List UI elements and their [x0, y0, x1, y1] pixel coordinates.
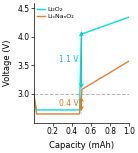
Legend: Li₂O₂, LiₓNaₙO₂: Li₂O₂, LiₓNaₙO₂ [37, 6, 75, 20]
X-axis label: Capacity (mAh): Capacity (mAh) [49, 141, 114, 150]
Text: 1.1 V: 1.1 V [59, 55, 79, 64]
Y-axis label: Voltage (V): Voltage (V) [3, 39, 12, 86]
Text: 0.4 V: 0.4 V [59, 99, 79, 108]
